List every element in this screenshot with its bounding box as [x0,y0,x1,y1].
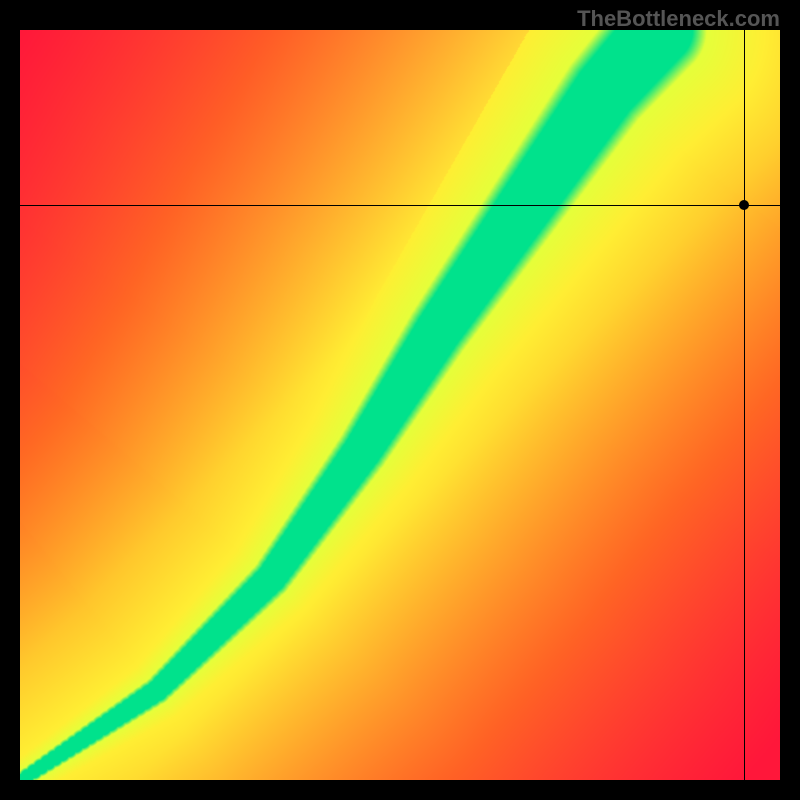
chart-container: TheBottleneck.com [0,0,800,800]
watermark-text: TheBottleneck.com [577,6,780,32]
crosshair-horizontal [20,205,780,206]
plot-area [20,30,780,780]
heatmap-canvas [20,30,780,780]
crosshair-vertical [744,30,745,780]
crosshair-marker-dot [739,200,749,210]
